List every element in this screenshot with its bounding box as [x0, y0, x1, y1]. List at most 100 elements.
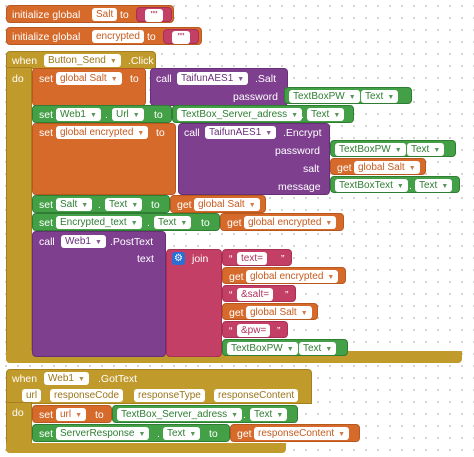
string-value[interactable]: text= [237, 252, 267, 265]
textboxpw-text-block[interactable]: TextBoxPW ▼ . Text ▼ [222, 339, 348, 356]
component-dropdown-textboxtext[interactable]: TextBoxText ▼ [335, 179, 408, 192]
set-encrypted-text-block[interactable]: set Encrypted_text ▼ . Text ▼ to [32, 213, 220, 231]
var-dropdown-global-salt[interactable]: global Salt ▼ [56, 72, 122, 85]
component-dropdown-textboxpw[interactable]: TextBoxPW ▼ [335, 143, 406, 156]
param-url[interactable]: url [22, 389, 42, 402]
component-dropdown-salt[interactable]: Salt ▼ [56, 198, 93, 211]
get-global-encrypted-block[interactable]: get global encrypted ▼ [222, 267, 346, 284]
dropdown-triangle-icon[interactable]: ▼ [433, 147, 441, 154]
dropdown-triangle-icon[interactable]: ▼ [81, 202, 89, 209]
component-dropdown-web1[interactable]: Web1 ▼ [61, 235, 106, 248]
event-component-button-send[interactable]: Button_Send ▼ [44, 54, 121, 67]
property-dropdown-text[interactable]: Text ▼ [105, 198, 143, 211]
property-dropdown-text[interactable]: Text ▼ [163, 427, 201, 440]
textbox-server-adress-text-block[interactable]: TextBox_Server_adress ▼ . Text ▼ [112, 405, 298, 423]
var-dropdown-global-encrypted[interactable]: global encrypted ▼ [244, 216, 337, 229]
get-global-salt-block[interactable]: get global Salt ▼ [222, 303, 318, 320]
component-dropdown-taifunaes1[interactable]: TaifunAES1 ▼ [177, 72, 249, 85]
dropdown-triangle-icon[interactable]: ▼ [109, 58, 117, 65]
property-dropdown-text[interactable]: Text ▼ [299, 342, 337, 355]
component-dropdown-taifunaes1[interactable]: TaifunAES1 ▼ [205, 126, 277, 139]
dropdown-triangle-icon[interactable]: ▼ [89, 112, 97, 119]
param-responsecontent[interactable]: responseContent [214, 389, 299, 402]
string-salt-eq-block[interactable]: “ &salt= ” [222, 285, 296, 302]
dropdown-triangle-icon[interactable]: ▼ [248, 202, 256, 209]
dropdown-triangle-icon[interactable]: ▼ [286, 346, 294, 353]
string-value[interactable]: &salt= [237, 288, 274, 301]
dropdown-triangle-icon[interactable]: ▼ [338, 431, 346, 438]
dropdown-triangle-icon[interactable]: ▼ [325, 346, 333, 353]
empty-string-block[interactable]: "" [136, 7, 172, 22]
dropdown-triangle-icon[interactable]: ▼ [131, 202, 139, 209]
property-dropdown-text[interactable]: Text ▼ [250, 408, 288, 421]
dropdown-triangle-icon[interactable]: ▼ [291, 112, 299, 119]
component-dropdown-textboxpw[interactable]: TextBoxPW ▼ [227, 342, 298, 355]
string-text-eq-block[interactable]: “ text= ” [222, 249, 292, 266]
string-value[interactable]: &pw= [237, 324, 271, 337]
gear-icon[interactable]: ⚙ [172, 252, 185, 265]
init-global-encrypted-block[interactable]: initialize global encrypted to "" [6, 27, 202, 45]
empty-string-block[interactable]: "" [163, 29, 199, 44]
get-global-salt-block[interactable]: get global Salt ▼ [330, 158, 426, 175]
property-dropdown-text[interactable]: Text ▼ [415, 179, 453, 192]
dropdown-triangle-icon[interactable]: ▼ [300, 310, 308, 317]
component-dropdown-textbox-server-adress[interactable]: TextBox_Server_adress ▼ [177, 108, 303, 121]
textbox-server-adress-text-block[interactable]: TextBox_Server_adress ▼ . Text ▼ [172, 105, 354, 123]
dropdown-triangle-icon[interactable]: ▼ [75, 412, 83, 419]
dropdown-triangle-icon[interactable]: ▼ [348, 94, 356, 101]
textboxpw-text-block[interactable]: TextBoxPW ▼ . Text ▼ [284, 87, 412, 104]
dropdown-triangle-icon[interactable]: ▼ [189, 431, 197, 438]
component-dropdown-textbox-server-adress[interactable]: TextBox_Server_adress ▼ [117, 408, 243, 421]
dropdown-triangle-icon[interactable]: ▼ [110, 76, 118, 83]
dropdown-triangle-icon[interactable]: ▼ [265, 130, 273, 137]
event-button-send-click[interactable]: when Button_Send ▼ .Click do [6, 51, 466, 363]
call-taifunaes-salt-block[interactable]: call TaifunAES1 ▼ .Salt password [150, 68, 288, 106]
string-value[interactable]: "" [172, 31, 190, 44]
dropdown-triangle-icon[interactable]: ▼ [77, 376, 85, 383]
set-global-encrypted-block[interactable]: set global encrypted ▼ to [32, 123, 176, 195]
set-serverresponse-text-block[interactable]: set ServerResponse ▼ . Text ▼ to [32, 424, 230, 442]
dropdown-triangle-icon[interactable]: ▼ [441, 183, 449, 190]
dropdown-triangle-icon[interactable]: ▼ [137, 130, 145, 137]
dropdown-triangle-icon[interactable]: ▼ [408, 165, 416, 172]
property-dropdown-url[interactable]: Url ▼ [112, 108, 144, 121]
component-dropdown-encrypted-text[interactable]: Encrypted_text ▼ [56, 216, 142, 229]
property-dropdown-text[interactable]: Text ▼ [307, 108, 345, 121]
set-salt-text-block[interactable]: set Salt ▼ . Text ▼ to [32, 195, 170, 213]
set-global-salt-block[interactable]: set global Salt ▼ to [32, 68, 146, 106]
get-responsecontent-block[interactable]: get responseContent ▼ [230, 424, 360, 442]
var-dropdown-global-encrypted[interactable]: global encrypted ▼ [56, 126, 149, 139]
param-responsetype[interactable]: responseType [134, 389, 205, 402]
set-web1-url-block[interactable]: set Web1 ▼ . Url ▼ to [32, 105, 172, 123]
component-dropdown-web1[interactable]: Web1 ▼ [56, 108, 101, 121]
dropdown-triangle-icon[interactable]: ▼ [333, 112, 341, 119]
property-dropdown-text[interactable]: Text ▼ [154, 216, 192, 229]
var-dropdown-global-salt[interactable]: global Salt ▼ [354, 161, 420, 174]
var-dropdown-global-salt[interactable]: global Salt ▼ [194, 198, 260, 211]
dropdown-triangle-icon[interactable]: ▼ [396, 183, 404, 190]
call-web1-posttext-block[interactable]: call Web1 ▼ .PostText text [32, 231, 166, 357]
property-dropdown-text[interactable]: Text ▼ [407, 143, 445, 156]
property-dropdown-text[interactable]: Text ▼ [361, 90, 399, 103]
set-url-block[interactable]: set url ▼ to [32, 405, 112, 423]
component-dropdown-serverresponse[interactable]: ServerResponse ▼ [56, 427, 150, 440]
var-name-encrypted[interactable]: encrypted [92, 30, 144, 43]
get-global-encrypted-block[interactable]: get global encrypted ▼ [220, 213, 344, 231]
dropdown-triangle-icon[interactable]: ▼ [237, 76, 245, 83]
var-dropdown-responsecontent[interactable]: responseContent ▼ [254, 427, 350, 440]
dropdown-triangle-icon[interactable]: ▼ [276, 412, 284, 419]
var-dropdown-url[interactable]: url ▼ [56, 408, 87, 421]
var-dropdown-global-salt[interactable]: global Salt ▼ [246, 306, 312, 319]
param-responsecode[interactable]: responseCode [50, 389, 124, 402]
dropdown-triangle-icon[interactable]: ▼ [327, 274, 335, 281]
textboxtext-text-block[interactable]: TextBoxText ▼ . Text ▼ [330, 176, 460, 193]
component-dropdown-textboxpw[interactable]: TextBoxPW ▼ [289, 90, 360, 103]
init-global-salt-block[interactable]: initialize global Salt to "" [6, 5, 174, 23]
dropdown-triangle-icon[interactable]: ▼ [387, 94, 395, 101]
string-value[interactable]: "" [145, 9, 163, 22]
textboxpw-text-block[interactable]: TextBoxPW ▼ . Text ▼ [330, 140, 456, 157]
dropdown-triangle-icon[interactable]: ▼ [132, 112, 140, 119]
dropdown-triangle-icon[interactable]: ▼ [325, 220, 333, 227]
event-web1-gottext[interactable]: when Web1 ▼ .GotText url responseCode res… [6, 369, 312, 453]
string-pw-eq-block[interactable]: “ &pw= ” [222, 321, 288, 338]
